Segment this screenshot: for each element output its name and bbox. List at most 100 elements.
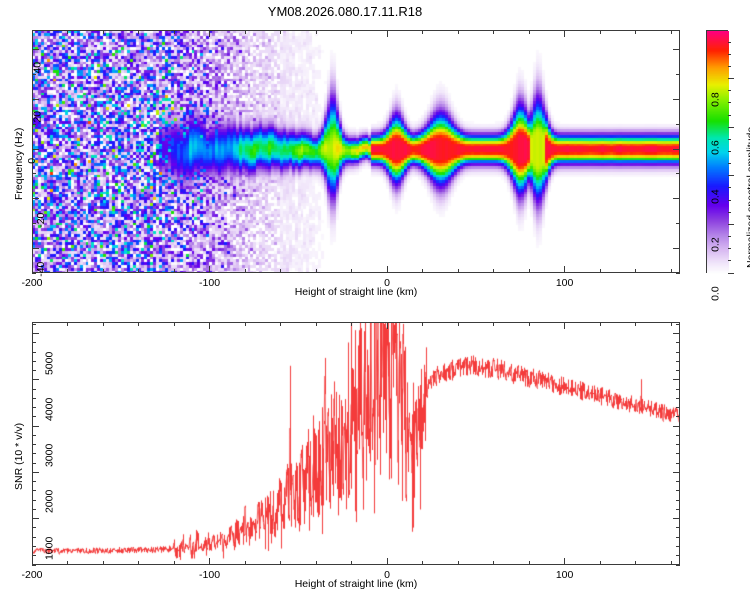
y-tick-label: 0 — [25, 157, 38, 164]
x-tick-top — [493, 30, 495, 34]
x-tick — [635, 561, 637, 565]
y-tick — [32, 536, 36, 538]
x-tick-top — [351, 322, 353, 326]
y-tick-right — [673, 425, 680, 427]
colorbar-tick — [728, 102, 731, 104]
x-tick-top — [209, 322, 211, 329]
y-tick — [32, 397, 36, 399]
y-tick-right — [673, 49, 680, 51]
y-tick-right — [676, 123, 680, 125]
y-tick — [32, 342, 36, 344]
colorbar — [706, 30, 729, 274]
y-tick-label: 5000 — [43, 351, 56, 375]
x-tick — [31, 558, 33, 565]
y-tick — [32, 360, 36, 362]
x-tick-top — [244, 322, 246, 326]
x-tick-label: 100 — [555, 277, 574, 289]
y-tick — [32, 499, 36, 501]
x-tick — [102, 561, 104, 565]
y-tick-right — [676, 434, 680, 436]
colorbar-tick-label: 0.4 — [709, 189, 722, 204]
x-tick-top — [457, 30, 459, 34]
y-tick-right — [676, 536, 680, 538]
snr-xaxis-label: Height of straight line (km) — [294, 578, 418, 590]
colorbar-tick — [728, 187, 731, 189]
x-tick — [138, 561, 140, 565]
x-tick — [635, 269, 637, 273]
colorbar-gradient — [707, 31, 729, 274]
snr-frame — [32, 322, 680, 565]
x-tick — [528, 269, 530, 273]
y-tick — [32, 407, 36, 409]
colorbar-tick-label: 0.0 — [709, 286, 722, 301]
x-tick — [67, 561, 68, 565]
y-tick-right — [676, 74, 680, 76]
x-tick — [528, 561, 530, 565]
colorbar-tick-label: 0.8 — [709, 91, 722, 107]
y-tick-label: 1000 — [43, 536, 56, 560]
x-tick — [280, 269, 282, 273]
colorbar-tick — [728, 236, 731, 238]
y-tick — [32, 481, 36, 483]
y-tick — [32, 508, 36, 510]
y-tick — [32, 527, 36, 529]
x-tick-top — [209, 30, 211, 37]
y-tick-right — [676, 397, 680, 399]
x-tick — [209, 558, 211, 565]
x-tick-top — [280, 322, 282, 326]
y-tick-label: 40 — [31, 61, 44, 74]
y-tick-right — [676, 462, 680, 464]
x-tick — [457, 561, 459, 565]
x-tick — [493, 561, 495, 565]
colorbar-tick — [728, 199, 731, 201]
y-tick — [32, 173, 36, 175]
x-tick-label: 100 — [555, 569, 574, 581]
y-tick — [32, 333, 39, 335]
x-tick — [564, 266, 566, 273]
x-tick-label: -200 — [21, 277, 43, 289]
y-tick-right — [676, 416, 680, 418]
y-tick — [32, 453, 36, 455]
x-tick-label: -200 — [21, 569, 43, 581]
x-tick — [599, 561, 601, 565]
y-tick-label: 3000 — [43, 443, 56, 468]
y-tick — [32, 545, 36, 547]
y-tick — [32, 222, 36, 224]
y-tick-right — [673, 98, 680, 100]
y-tick — [32, 471, 39, 473]
y-tick — [32, 49, 39, 51]
colorbar-tick — [728, 53, 731, 55]
colorbar-tick — [728, 175, 734, 177]
x-tick-label: -100 — [199, 277, 221, 289]
x-tick-top — [386, 322, 388, 329]
colorbar-tick — [728, 248, 731, 250]
y-tick — [32, 490, 36, 492]
x-tick-top — [138, 322, 140, 326]
x-tick-top — [315, 30, 317, 34]
x-tick-top — [635, 322, 637, 326]
spectrogram-canvas — [32, 30, 680, 273]
y-tick — [32, 434, 36, 436]
x-tick-top — [31, 30, 33, 37]
spectrogram-panel — [31, 30, 680, 274]
y-tick — [32, 444, 36, 446]
y-tick-right — [676, 508, 680, 510]
figure-title: YM08.2026.080.17.11.R18 — [267, 4, 423, 19]
y-tick-right — [676, 490, 680, 492]
x-tick-top — [386, 30, 388, 37]
y-tick — [32, 98, 39, 100]
x-tick — [173, 561, 175, 565]
y-tick — [32, 425, 39, 427]
y-tick-right — [676, 555, 680, 557]
x-tick-label: 0 — [384, 569, 390, 581]
x-tick — [315, 561, 317, 565]
y-tick — [32, 379, 39, 381]
snr-panel — [31, 322, 680, 566]
x-tick-top — [493, 322, 495, 326]
colorbar-tick — [728, 223, 734, 225]
y-tick-right — [676, 351, 680, 353]
x-tick-label: -100 — [199, 569, 221, 581]
x-tick-top — [31, 322, 33, 329]
x-tick-top — [280, 30, 282, 34]
y-tick-right — [676, 388, 680, 390]
